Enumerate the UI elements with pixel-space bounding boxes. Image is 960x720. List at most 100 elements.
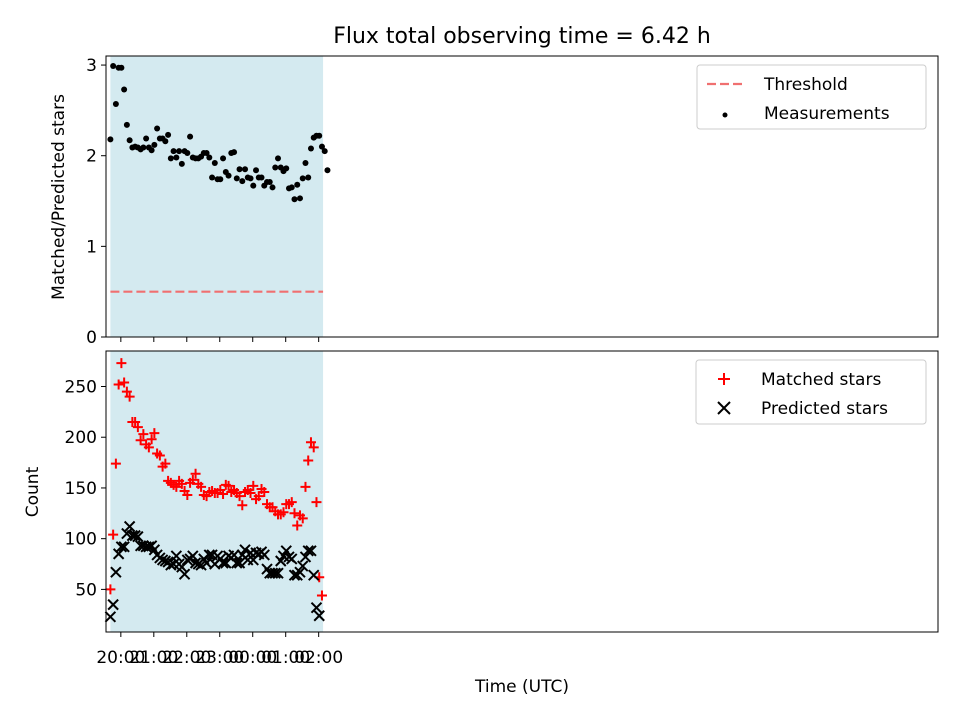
data-point: [231, 149, 238, 156]
data-point: [182, 490, 193, 501]
x-tick-label: 00:00: [228, 648, 277, 668]
data-point: [118, 541, 130, 553]
data-point: [259, 487, 270, 498]
data-point: [167, 155, 174, 162]
data-point: [297, 513, 308, 524]
data-point: [132, 530, 144, 543]
data-point: [233, 557, 246, 569]
legend: Matched stars Predicted stars: [695, 359, 927, 425]
data-point: [321, 148, 328, 155]
data-point: [242, 166, 249, 173]
data-point: [176, 148, 183, 155]
data-point: [176, 478, 187, 489]
data-point: [302, 545, 314, 557]
data-point: [173, 154, 180, 161]
y-tick-label: 150: [65, 479, 97, 499]
data-point: [297, 560, 309, 572]
data-point: [239, 544, 251, 556]
data-point: [110, 62, 117, 69]
x-tick-label: 01:00: [261, 648, 310, 668]
data-point: [196, 481, 207, 492]
y-tick-label: 3: [86, 56, 97, 76]
observing-window-shade: [110, 56, 324, 337]
data-point: [288, 569, 301, 581]
ratio-panel: 0 1 2 3 Matched/Predicted stars Threshold Meas…: [49, 55, 939, 348]
data-point: [110, 566, 122, 578]
data-point: [286, 497, 297, 508]
y-tick-label: 1: [86, 237, 97, 257]
y-tick-label: 50: [75, 580, 97, 600]
data-point: [294, 566, 306, 578]
x-tick-label: 20:00: [96, 648, 145, 668]
data-point: [108, 529, 119, 540]
data-point: [110, 458, 121, 469]
data-point: [250, 182, 257, 189]
data-point: [187, 133, 194, 140]
y-axis-label: Matched/Predicted stars: [49, 94, 69, 300]
data-point: [151, 141, 158, 148]
data-point: [138, 429, 149, 440]
data-point: [135, 435, 146, 446]
y-axis-label: Count: [23, 466, 43, 517]
data-point: [318, 143, 325, 150]
data-point: [237, 500, 248, 511]
data-point: [123, 520, 136, 533]
data-point: [190, 468, 201, 479]
data-point: [247, 175, 254, 182]
data-point: [187, 550, 199, 562]
data-point: [149, 428, 160, 439]
data-point: [217, 176, 224, 183]
data-point: [140, 144, 147, 151]
series-predicted-stars: [104, 520, 325, 623]
data-point: [289, 508, 300, 519]
data-point: [115, 541, 128, 553]
legend-dot-marker: [722, 112, 728, 118]
data-point: [316, 590, 327, 601]
data-point: [118, 64, 125, 71]
legend-box: [696, 64, 927, 130]
legend-plus-marker: [718, 373, 730, 385]
data-point: [211, 159, 218, 166]
data-point: [311, 497, 322, 508]
data-point: [272, 567, 284, 579]
data-point: [278, 507, 289, 518]
data-point: [228, 549, 240, 561]
data-point: [209, 174, 216, 181]
data-point: [181, 554, 194, 566]
x-axis-label: Time (UTC): [474, 677, 569, 697]
data-point: [123, 121, 130, 128]
y-tick-label: 0: [86, 328, 97, 348]
data-point: [236, 166, 243, 173]
data-point: [305, 545, 317, 557]
data-point: [170, 148, 177, 155]
data-point: [121, 86, 128, 93]
data-point: [107, 136, 114, 143]
data-point: [171, 481, 182, 492]
data-point: [187, 474, 198, 485]
x-tick-label: 02:00: [294, 648, 343, 668]
data-point: [253, 167, 260, 174]
data-point: [291, 196, 298, 203]
data-point: [223, 480, 234, 491]
legend-x-marker: [717, 401, 731, 415]
data-point: [316, 132, 323, 139]
data-point: [148, 147, 155, 154]
legend-label: Predicted stars: [761, 399, 888, 419]
data-point: [266, 178, 273, 185]
legend: Threshold Measurements: [696, 64, 927, 130]
data-point: [220, 155, 227, 162]
count-panel: 5010015020025020:0021:0022:0023:0000:000…: [23, 350, 939, 697]
data-point: [159, 555, 172, 567]
data-point: [165, 131, 172, 138]
data-point: [239, 178, 246, 185]
data-point: [275, 155, 282, 162]
data-point: [126, 137, 133, 144]
data-point: [292, 520, 303, 531]
legend-label: Threshold: [763, 75, 848, 95]
data-point: [253, 491, 264, 502]
data-point: [302, 159, 309, 166]
data-point: [105, 584, 116, 595]
data-point: [233, 175, 240, 182]
series-measurements: [107, 62, 331, 203]
